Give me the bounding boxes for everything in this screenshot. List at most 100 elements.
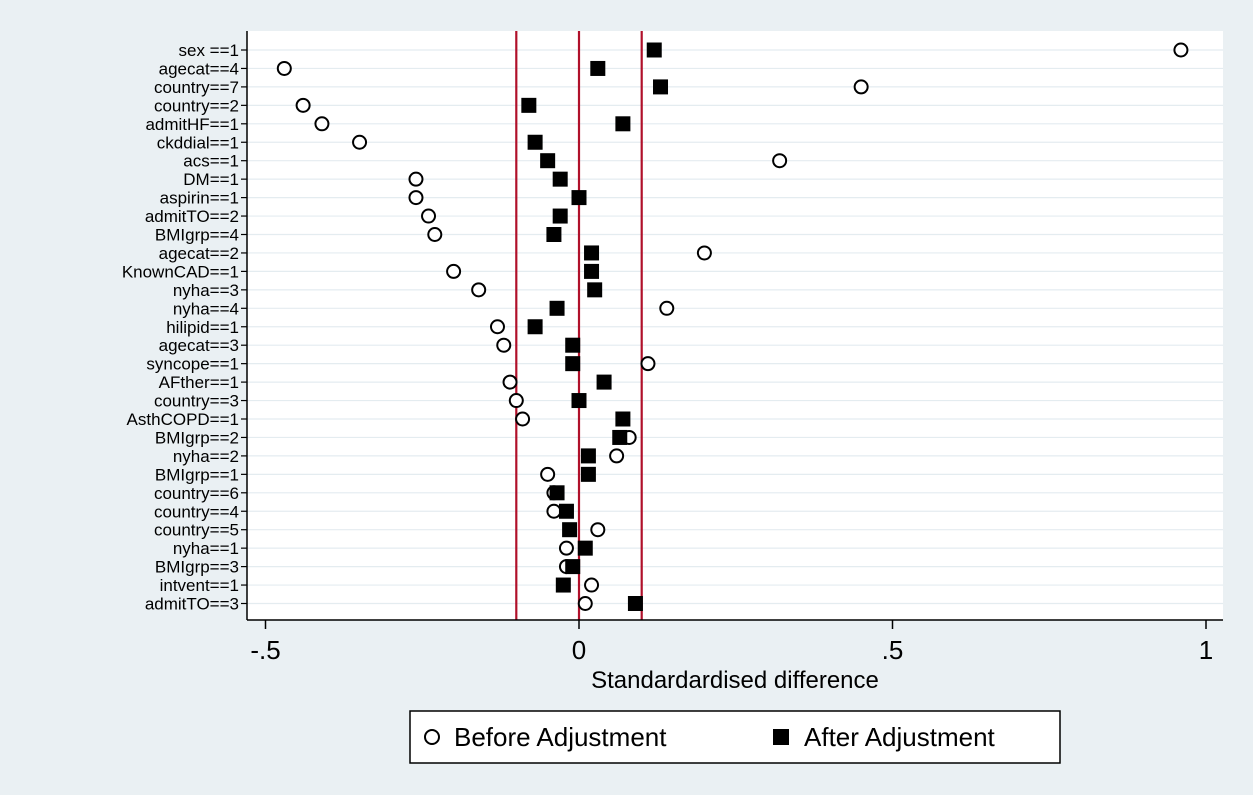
y-tick-label: agecat==4 [159, 59, 239, 78]
y-tick-label: BMIgrp==2 [155, 428, 239, 447]
axes [246, 31, 1223, 621]
point-after-adjustment [587, 282, 603, 298]
point-after-adjustment [580, 466, 596, 482]
point-after-adjustment [565, 337, 581, 353]
point-before-adjustment [609, 448, 625, 464]
point-after-adjustment [571, 190, 587, 206]
y-tick-label: agecat==2 [159, 244, 239, 263]
reference-lines [515, 31, 643, 620]
point-before-adjustment [696, 245, 712, 261]
point-before-adjustment [471, 282, 487, 298]
legend-box [409, 710, 1061, 764]
y-tick-label: nyha==4 [173, 299, 239, 318]
y-tick-label: nyha==1 [173, 539, 239, 558]
y-tick-label: acs==1 [183, 152, 239, 171]
point-before-adjustment [446, 263, 462, 279]
point-before-adjustment [546, 503, 562, 519]
x-tick-label: 1 [1199, 635, 1213, 665]
y-tick-label: nyha==3 [173, 281, 239, 300]
point-after-adjustment [646, 42, 662, 58]
legend-square-icon [773, 729, 789, 745]
y-tick-label: country==7 [154, 78, 239, 97]
point-after-adjustment [549, 485, 565, 501]
y-tick-label: intvent==1 [160, 576, 239, 595]
point-before-adjustment [853, 79, 869, 95]
point-after-adjustment [615, 411, 631, 427]
point-before-adjustment [496, 337, 512, 353]
point-after-adjustment [555, 577, 571, 593]
y-tick-label: admitTO==3 [145, 595, 239, 614]
y-tick-label: DM==1 [183, 170, 239, 189]
point-after-adjustment [549, 300, 565, 316]
point-after-adjustment [571, 393, 587, 409]
y-tick-label: aspirin==1 [160, 189, 239, 208]
point-after-adjustment [627, 596, 643, 611]
point-before-adjustment [508, 393, 524, 409]
point-after-adjustment [584, 245, 600, 261]
y-tick-label: country==3 [154, 392, 239, 411]
point-after-adjustment [612, 429, 628, 445]
x-tick-label: .5 [882, 635, 904, 665]
point-before-adjustment [295, 97, 311, 113]
point-after-adjustment [552, 171, 568, 187]
y-tick-label: KnownCAD==1 [122, 262, 239, 281]
x-tick-label: -.5 [250, 635, 280, 665]
y-tick-label: ckddial==1 [157, 133, 239, 152]
y-tick-label: country==5 [154, 521, 239, 540]
point-before-adjustment [577, 596, 593, 611]
y-tick-label: AFther==1 [159, 373, 239, 392]
legend-after-label: After Adjustment [804, 722, 996, 752]
y-tick-label: BMIgrp==4 [155, 226, 239, 245]
point-after-adjustment [527, 319, 543, 335]
y-tick-label: syncope==1 [146, 355, 239, 374]
y-tick-label: AsthCOPD==1 [127, 410, 239, 429]
legend: Before Adjustment After Adjustment [409, 710, 1061, 764]
point-after-adjustment [584, 263, 600, 279]
y-tick-label: BMIgrp==3 [155, 558, 239, 577]
point-before-adjustment [314, 116, 330, 132]
y-tick-label: admitHF==1 [145, 115, 239, 134]
point-before-adjustment [352, 134, 368, 150]
y-tick-label: country==4 [154, 502, 239, 521]
point-before-adjustment [489, 319, 505, 335]
y-axis-labels: sex ==1agecat==4country==7country==2admi… [122, 41, 247, 614]
point-after-adjustment [653, 79, 669, 95]
point-after-adjustment [590, 60, 606, 76]
point-after-adjustment [540, 153, 556, 169]
point-after-adjustment [577, 540, 593, 556]
point-after-adjustment [527, 134, 543, 150]
point-before-adjustment [515, 411, 531, 427]
point-before-adjustment [421, 208, 437, 224]
x-tick-label: 0 [572, 635, 586, 665]
y-tick-label: country==2 [154, 96, 239, 115]
point-after-adjustment [596, 374, 612, 390]
point-before-adjustment [502, 374, 518, 390]
y-tick-label: agecat==3 [159, 336, 239, 355]
point-after-adjustment [565, 559, 581, 575]
point-after-adjustment [580, 448, 596, 464]
y-tick-label: BMIgrp==1 [155, 465, 239, 484]
y-tick-label: admitTO==2 [145, 207, 239, 226]
legend-before-label: Before Adjustment [454, 722, 667, 752]
y-tick-label: nyha==2 [173, 447, 239, 466]
point-after-adjustment [615, 116, 631, 132]
point-before-adjustment [558, 540, 574, 556]
point-after-adjustment [562, 522, 578, 538]
point-before-adjustment [427, 227, 443, 242]
point-before-adjustment [640, 356, 656, 372]
point-before-adjustment [590, 522, 606, 538]
point-before-adjustment [408, 190, 424, 206]
point-after-adjustment [565, 356, 581, 372]
point-after-adjustment [558, 503, 574, 519]
point-after-adjustment [546, 227, 562, 242]
point-after-adjustment [552, 208, 568, 224]
plot-area [247, 31, 1223, 620]
point-before-adjustment [540, 466, 556, 482]
legend-circle-icon [424, 729, 440, 745]
y-tick-label: hilipid==1 [166, 318, 239, 337]
x-axis-title: Standardardised difference [591, 667, 879, 694]
y-tick-label: country==6 [154, 484, 239, 503]
point-before-adjustment [584, 577, 600, 593]
